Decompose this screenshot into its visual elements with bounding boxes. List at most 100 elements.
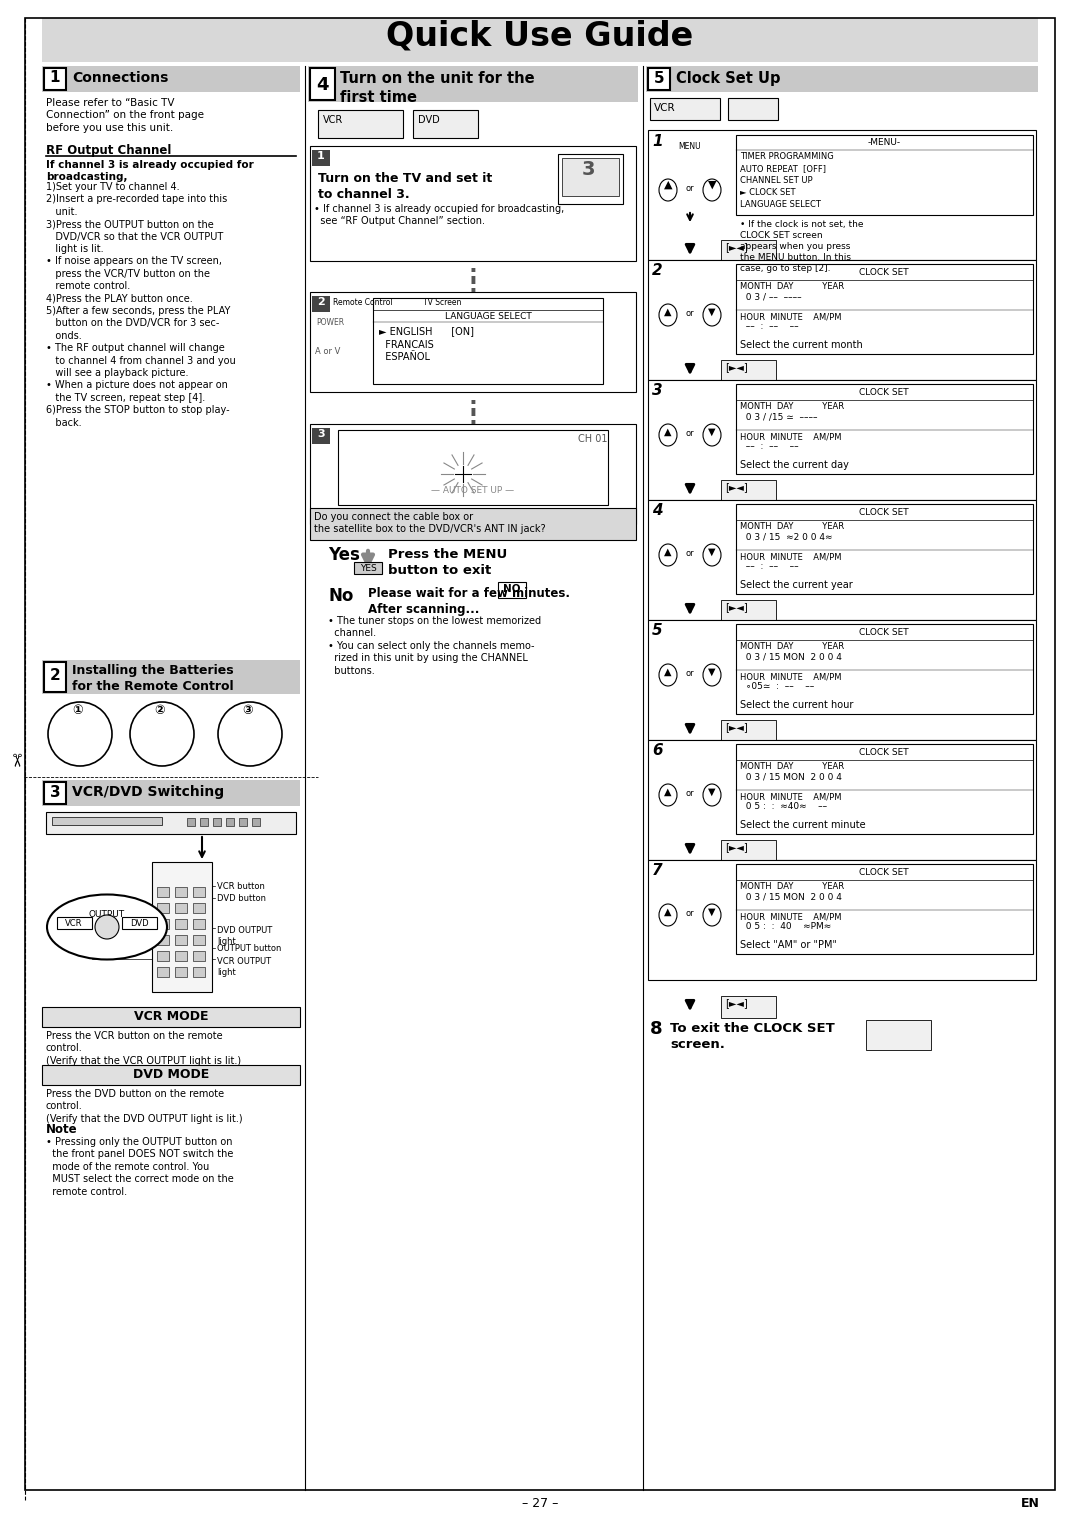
- Text: ––  :  ––    ––: –– : –– ––: [740, 443, 798, 452]
- Bar: [193, 919, 205, 929]
- Ellipse shape: [659, 784, 677, 806]
- Bar: [735, 864, 1032, 954]
- Text: Press the MENU
button to exit: Press the MENU button to exit: [388, 548, 508, 577]
- Bar: [558, 154, 623, 204]
- Bar: [175, 951, 187, 961]
- Text: or: or: [686, 185, 694, 192]
- Bar: [239, 818, 247, 826]
- Text: or: or: [686, 308, 694, 317]
- Bar: [175, 935, 187, 945]
- Bar: [562, 159, 619, 195]
- Ellipse shape: [48, 894, 167, 960]
- Text: LANGUAGE SELECT: LANGUAGE SELECT: [445, 311, 531, 320]
- Text: 0 3 / ∕15 ≃  ––––: 0 3 / ∕15 ≃ ––––: [740, 412, 818, 421]
- Ellipse shape: [703, 304, 721, 327]
- Text: DVD: DVD: [418, 114, 440, 125]
- Text: ▲: ▲: [664, 787, 672, 797]
- Bar: [193, 967, 205, 977]
- Text: NO: NO: [503, 584, 521, 594]
- Text: Turn on the unit for the
first time: Turn on the unit for the first time: [340, 72, 535, 105]
- Text: 2: 2: [652, 262, 663, 278]
- Text: — AUTO SET UP —: — AUTO SET UP —: [431, 485, 514, 494]
- Text: LANGUAGE SELECT: LANGUAGE SELECT: [740, 200, 821, 209]
- Text: DVD button: DVD button: [217, 894, 266, 903]
- Text: 0 5 :  :  40    ≈PM≈: 0 5 : : 40 ≈PM≈: [740, 922, 832, 931]
- Bar: [310, 508, 636, 540]
- Ellipse shape: [703, 903, 721, 926]
- Bar: [721, 481, 777, 502]
- Text: ①: ①: [72, 703, 83, 717]
- Bar: [312, 427, 330, 444]
- Text: [►◄]: [►◄]: [725, 243, 747, 252]
- Text: VCR OUTPUT
light: VCR OUTPUT light: [217, 957, 271, 977]
- Text: 4: 4: [315, 76, 328, 95]
- Text: • If channel 3 is already occupied for broadcasting,
  see “RF Output Channel” s: • If channel 3 is already occupied for b…: [314, 204, 564, 226]
- Bar: [735, 134, 1032, 215]
- Text: ②: ②: [154, 703, 164, 717]
- Text: ▲: ▲: [664, 180, 672, 191]
- Text: CHANNEL SET UP: CHANNEL SET UP: [740, 175, 812, 185]
- Text: OUTPUT: OUTPUT: [89, 909, 125, 919]
- Text: HOUR  MINUTE    AM/PM: HOUR MINUTE AM/PM: [740, 432, 841, 441]
- Text: or: or: [686, 549, 694, 559]
- Bar: [175, 919, 187, 929]
- Text: Please refer to “Basic TV
Connection” on the front page
before you use this unit: Please refer to “Basic TV Connection” on…: [46, 98, 204, 133]
- Text: VCR: VCR: [323, 114, 343, 125]
- Bar: [42, 1065, 300, 1085]
- Bar: [648, 259, 1036, 380]
- Text: Press the VCR button on the remote
control.
(Verify that the VCR OUTPUT light is: Press the VCR button on the remote contr…: [46, 1032, 241, 1065]
- Ellipse shape: [703, 784, 721, 806]
- Text: 0 5 :  :  ≈40≈    ––: 0 5 : : ≈40≈ ––: [740, 803, 827, 810]
- Text: 4: 4: [652, 504, 663, 517]
- Text: Do you connect the cable box or
the satellite box to the DVD/VCR's ANT IN jack?: Do you connect the cable box or the sate…: [314, 513, 545, 534]
- Text: POWER: POWER: [316, 317, 345, 327]
- Bar: [735, 745, 1032, 835]
- Text: 0 3 / 15 MON  2 0 0 4: 0 3 / 15 MON 2 0 0 4: [740, 772, 842, 781]
- Bar: [728, 98, 778, 121]
- Bar: [308, 66, 638, 102]
- Text: 1: 1: [652, 134, 663, 150]
- Text: To exit the CLOCK SET
screen.: To exit the CLOCK SET screen.: [670, 1022, 835, 1051]
- Text: 5: 5: [653, 72, 664, 85]
- Text: CH 01: CH 01: [578, 433, 607, 444]
- Bar: [175, 887, 187, 897]
- Bar: [721, 240, 777, 262]
- Bar: [721, 600, 777, 623]
- Circle shape: [218, 702, 282, 766]
- Text: MONTH  DAY           YEAR: MONTH DAY YEAR: [740, 282, 845, 291]
- Bar: [646, 66, 1038, 92]
- Bar: [310, 146, 636, 261]
- Ellipse shape: [659, 179, 677, 201]
- Text: Connections: Connections: [72, 72, 168, 85]
- Ellipse shape: [659, 304, 677, 327]
- Bar: [157, 967, 168, 977]
- Text: YES: YES: [360, 565, 376, 572]
- Ellipse shape: [703, 664, 721, 687]
- Text: or: or: [686, 668, 694, 678]
- Text: ✂: ✂: [5, 752, 23, 768]
- Text: ▼: ▼: [708, 906, 716, 917]
- Text: -MENU-: -MENU-: [867, 137, 901, 146]
- Bar: [318, 110, 403, 137]
- Text: • If the clock is not set, the
CLOCK SET screen
appears when you press
the MENU : • If the clock is not set, the CLOCK SET…: [740, 220, 864, 273]
- Bar: [312, 296, 330, 311]
- Text: Turn on the TV and set it
to channel 3.: Turn on the TV and set it to channel 3.: [318, 172, 492, 201]
- Text: HOUR  MINUTE    AM/PM: HOUR MINUTE AM/PM: [740, 913, 841, 922]
- Bar: [721, 360, 777, 382]
- Text: ▼: ▼: [707, 180, 716, 191]
- Text: ▼: ▼: [708, 667, 716, 678]
- Text: 1: 1: [50, 70, 60, 85]
- Bar: [175, 967, 187, 977]
- Bar: [44, 781, 66, 804]
- Bar: [52, 816, 162, 826]
- Text: RF Output Channel: RF Output Channel: [46, 143, 172, 157]
- Text: 6: 6: [652, 743, 663, 758]
- Text: OUTPUT button: OUTPUT button: [217, 945, 282, 954]
- Bar: [373, 298, 603, 385]
- Text: 3: 3: [652, 383, 663, 398]
- Bar: [122, 917, 157, 929]
- Text: MONTH  DAY           YEAR: MONTH DAY YEAR: [740, 401, 845, 410]
- Text: – 27 –: – 27 –: [522, 1497, 558, 1511]
- Text: ▲: ▲: [664, 427, 672, 436]
- Bar: [157, 887, 168, 897]
